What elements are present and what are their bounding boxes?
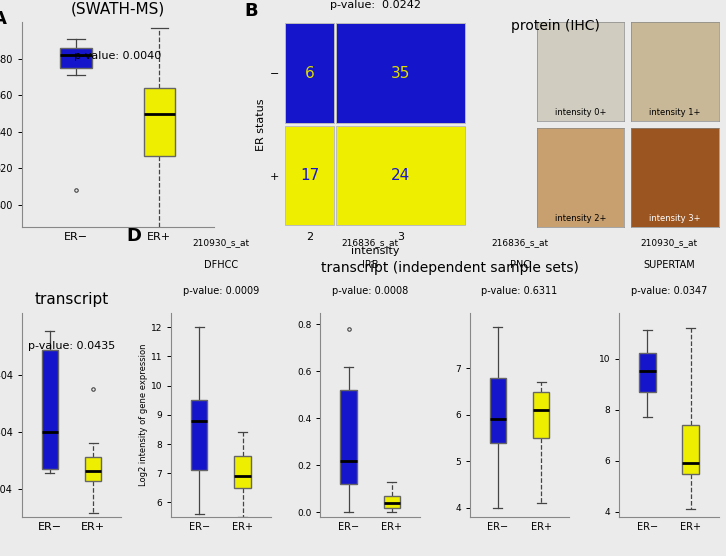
Text: 24: 24 — [391, 168, 410, 183]
Text: p-value: 0.0435: p-value: 0.0435 — [28, 341, 115, 351]
Text: p-value:  0.0242: p-value: 0.0242 — [330, 0, 420, 10]
Text: p-value: 0.6311: p-value: 0.6311 — [481, 286, 558, 296]
Text: intensity 2+: intensity 2+ — [555, 214, 606, 223]
Y-axis label: Log2 intensity of gene expression: Log2 intensity of gene expression — [139, 344, 148, 486]
Text: A: A — [0, 10, 7, 28]
X-axis label: intensity: intensity — [351, 246, 399, 256]
Bar — [336, 23, 465, 123]
Text: SUPERTAM: SUPERTAM — [643, 260, 695, 270]
Bar — [60, 48, 91, 68]
Bar — [336, 126, 465, 226]
Text: p-value: 0.0040: p-value: 0.0040 — [74, 51, 161, 61]
Text: intensity 0+: intensity 0+ — [555, 108, 606, 117]
Text: p-value: 0.0347: p-value: 0.0347 — [631, 286, 707, 296]
Bar — [285, 23, 334, 123]
Y-axis label: ER status: ER status — [256, 98, 266, 151]
Bar — [144, 88, 175, 156]
Bar — [639, 354, 656, 392]
Text: 210930_s_at: 210930_s_at — [640, 238, 698, 247]
Text: DFHCC: DFHCC — [204, 260, 238, 270]
Text: protein (IHC): protein (IHC) — [511, 19, 600, 33]
Text: p-value: 0.0008: p-value: 0.0008 — [332, 286, 409, 296]
Bar — [191, 400, 208, 470]
Text: 216836_s_at: 216836_s_at — [491, 238, 548, 247]
Bar — [383, 496, 400, 508]
Text: B: B — [244, 2, 258, 20]
Text: PNC: PNC — [510, 260, 530, 270]
Text: 6: 6 — [305, 66, 314, 81]
Bar — [533, 391, 550, 438]
Bar — [285, 126, 334, 226]
Text: D: D — [126, 227, 142, 245]
Text: p-value: 0.0009: p-value: 0.0009 — [183, 286, 259, 296]
Text: 17: 17 — [300, 168, 319, 183]
Text: 35: 35 — [391, 66, 410, 81]
Text: intensity 1+: intensity 1+ — [649, 108, 701, 117]
Bar — [85, 458, 102, 481]
Title: transcript: transcript — [34, 292, 109, 307]
Title: protein
(SWATH-MS): protein (SWATH-MS) — [70, 0, 165, 17]
Bar — [41, 350, 58, 469]
Bar — [682, 425, 699, 474]
Text: transcript (independent sample sets): transcript (independent sample sets) — [321, 261, 579, 275]
Text: intensity 3+: intensity 3+ — [649, 214, 701, 223]
Text: 216836_s_at: 216836_s_at — [342, 238, 399, 247]
Text: 210930_s_at: 210930_s_at — [192, 238, 250, 247]
Bar — [234, 456, 250, 488]
Bar — [490, 378, 506, 443]
Text: IRB: IRB — [362, 260, 378, 270]
Bar — [340, 390, 357, 484]
